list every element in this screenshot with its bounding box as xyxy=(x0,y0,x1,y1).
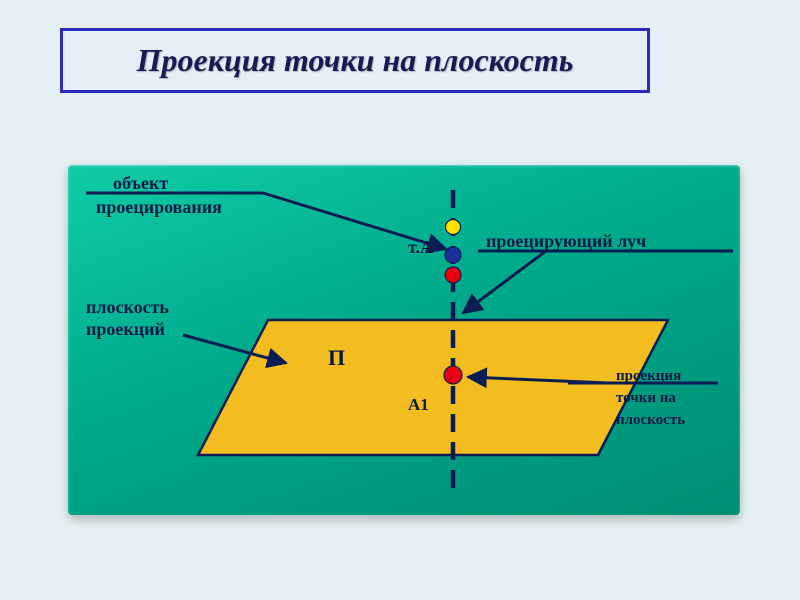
title-box: Проекция точки на плоскость xyxy=(60,28,650,93)
arrow-ray xyxy=(463,251,546,313)
label-projection-l2: точки на xyxy=(616,390,676,406)
projection-plane xyxy=(198,320,668,455)
label-point-a: т.А xyxy=(408,237,433,257)
label-object-l1: объект xyxy=(113,173,168,193)
diagram-svg: /* x2 bound below */ объект проецировани… xyxy=(68,165,740,515)
label-a1: А1 xyxy=(408,395,429,414)
point-blue xyxy=(445,247,461,263)
label-pi: П xyxy=(328,345,345,370)
point-yellow xyxy=(446,220,461,235)
label-object-l2: проецирования xyxy=(96,197,222,217)
label-projection-l1: проекция xyxy=(616,368,681,384)
label-plane-l1: плоскость xyxy=(86,297,169,317)
label-projection-l3: плоскость xyxy=(616,412,685,428)
page-title: Проекция точки на плоскость xyxy=(137,42,574,79)
diagram-panel: /* x2 bound below */ объект проецировани… xyxy=(68,165,740,515)
point-red-top xyxy=(445,267,461,283)
point-red-on-plane xyxy=(444,366,462,384)
label-plane-l2: проекций xyxy=(86,319,165,339)
label-ray: проецирующий луч xyxy=(486,231,646,251)
